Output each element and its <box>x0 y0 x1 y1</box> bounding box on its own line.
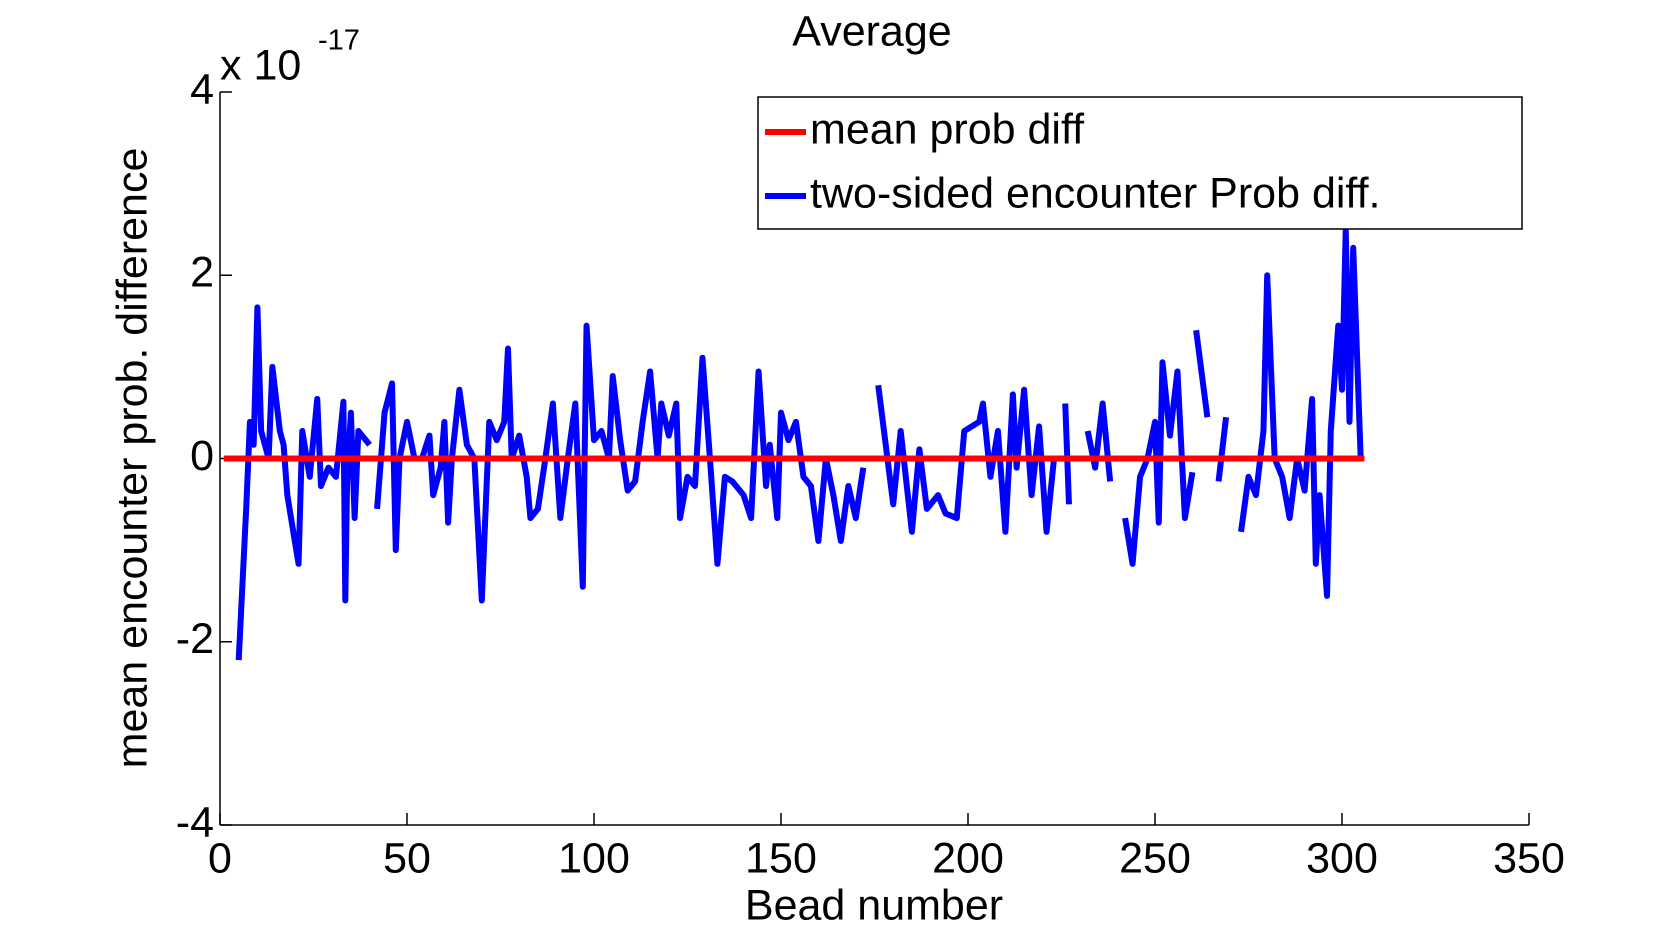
y-tick-label: -2 <box>176 615 214 663</box>
legend-box <box>757 96 1523 230</box>
legend-label: mean prob diff <box>810 105 1085 153</box>
y-tick-label: 2 <box>190 249 214 297</box>
x-tick-label: 0 <box>208 834 232 882</box>
x-tick-label: 300 <box>1306 834 1378 882</box>
x-tick-label: 150 <box>745 834 817 882</box>
x-tick-label: 350 <box>1493 834 1565 882</box>
x-tick-label: 200 <box>932 834 1004 882</box>
y-multiplier-exponent: -17 <box>318 25 360 57</box>
y-tick-label: 4 <box>190 65 214 113</box>
x-tick-label: 50 <box>383 834 431 882</box>
chart-title: Average <box>792 7 951 55</box>
y-tick-label: -4 <box>176 798 214 846</box>
data-line <box>235 226 1364 661</box>
y-axis-label: mean encounter prob. difference <box>108 148 156 769</box>
x-tick-label: 100 <box>558 834 630 882</box>
y-multiplier: x 10 <box>220 41 301 89</box>
x-axis-label: Bead number <box>745 881 1003 929</box>
legend-label: two-sided encounter Prob diff. <box>810 169 1381 217</box>
y-tick-label: 0 <box>190 432 214 480</box>
x-tick-label: 250 <box>1119 834 1191 882</box>
